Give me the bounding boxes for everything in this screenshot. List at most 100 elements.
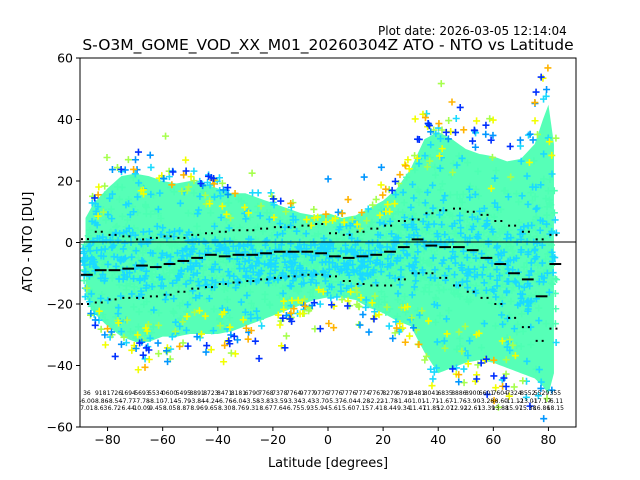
bin-annotation-sd: 9.45 <box>149 405 163 412</box>
bin-annotation-sd: 11.85 <box>423 405 440 412</box>
bin-annotation-count: 36 <box>83 390 91 397</box>
bin-annotation-mean: -17.17 <box>532 398 552 405</box>
bin-annotation-mean: -3.83 <box>258 398 274 405</box>
bin-annotation-mean: -8.54 <box>107 398 123 405</box>
bin-annotation-sd: 8.63 <box>94 405 108 412</box>
bin-annotation-count: 8891 <box>189 390 204 397</box>
bin-annotation-sd: 6.75 <box>287 405 301 412</box>
bin-annotation-sd: 5.60 <box>342 405 356 412</box>
bin-annotation-count: 9776 <box>313 390 328 397</box>
bin-annotation-mean: -3.28 <box>479 398 495 405</box>
x-tick-label: 20 <box>375 432 391 447</box>
y-tick-label: −20 <box>47 297 73 312</box>
bin-statistics-layer <box>81 207 562 342</box>
bin-annotation-count: 8471 <box>217 390 232 397</box>
bin-annotation-count: 8900 <box>465 390 480 397</box>
bin-annotation-mean: -7.78 <box>134 398 150 405</box>
bin-annotation-count: 6790 <box>245 390 260 397</box>
bin-annotation-count: 7378 <box>272 390 287 397</box>
scatter-points-layer <box>80 64 561 423</box>
bin-annotation-mean: -6.11 <box>548 398 564 405</box>
bin-annotation-mean: -3.84 <box>189 398 205 405</box>
bin-annotation-mean: -1.71 <box>424 398 440 405</box>
bin-annotation-count: 6791 <box>396 390 411 397</box>
bin-annotation-sd: 13.39 <box>478 405 495 412</box>
bin-annotation-mean: -7.14 <box>162 398 178 405</box>
bin-annotation-count: 9777 <box>300 390 315 397</box>
bin-annotation-mean: -7.77 <box>120 398 136 405</box>
bin-annotation-mean: -2.22 <box>368 398 384 405</box>
y-axis: −60 −40 −20 0 20 40 60 <box>47 51 80 435</box>
bin-annotation-count: 8552 <box>520 390 535 397</box>
bin-annotation-sd: 15.38 <box>519 405 536 412</box>
bin-annotation-sd: 9.34 <box>397 405 411 412</box>
bin-annotation-sd: 7.01 <box>80 405 94 412</box>
y-tick-label: 60 <box>57 51 73 66</box>
bin-annotation-sd: 10.09 <box>133 405 150 412</box>
bin-annotation-sd: 12.61 <box>464 405 481 412</box>
bin-annotation-count: 7764 <box>286 390 301 397</box>
bin-annotation-count: 6835 <box>437 390 452 397</box>
bin-annotation-sd: 16.86 <box>533 405 550 412</box>
bin-annotation-mean: -8.60 <box>492 398 508 405</box>
bin-annotation-count: 7776 <box>341 390 356 397</box>
bin-annotation-count: 8041 <box>424 390 439 397</box>
bin-annotation-sd: 8.76 <box>232 405 246 412</box>
bin-annotation-mean: -8.86 <box>93 398 109 405</box>
bin-annotation-mean: -3.34 <box>286 398 302 405</box>
bin-annotation-sd: 8.44 <box>383 405 397 412</box>
bin-annotation-sd: 12.07 <box>437 405 454 412</box>
bin-annotation-count: 8886 <box>451 390 466 397</box>
scatter-markers-9 <box>91 73 545 410</box>
bin-annotation-mean: -1.67 <box>437 398 453 405</box>
bin-annotation-count: 7767 <box>369 390 384 397</box>
bin-annotation-sd: 13.88 <box>492 405 509 412</box>
bin-annotation-sd: 8.67 <box>259 405 273 412</box>
bin-annotation-mean: -1.78 <box>382 398 398 405</box>
bin-annotation-mean: -13.01 <box>518 398 538 405</box>
bin-annotation-count: 5693 <box>134 390 149 397</box>
bin-annotation-count: 5534 <box>148 390 163 397</box>
bin-annotation-mean: -3.58 <box>244 398 260 405</box>
bin-annotation-mean: -3.70 <box>313 398 329 405</box>
bin-annotation-mean: -3.90 <box>465 398 481 405</box>
plot-date-label: Plot date: 2026-03-05 12:14:04 <box>378 24 567 38</box>
bin-annotation-sd: 7.41 <box>370 405 384 412</box>
bin-annotation-sd: 6.72 <box>108 405 122 412</box>
bin-annotation-sd: 8.87 <box>177 405 191 412</box>
x-tick-label: 0 <box>324 432 332 447</box>
x-tick-label: 80 <box>540 432 556 447</box>
bin-annotation-sd: 6.44 <box>122 405 136 412</box>
x-tick-label: −80 <box>94 432 120 447</box>
bin-annotation-sd: 8.30 <box>218 405 232 412</box>
x-axis-label: Latitude [degrees] <box>268 456 388 471</box>
bin-annotation-sd: 8.05 <box>163 405 177 412</box>
bin-annotation-count: 7776 <box>327 390 342 397</box>
bin-annotation-mean: -1.01 <box>410 398 426 405</box>
y-tick-label: −40 <box>47 358 73 373</box>
bin-annotation-count: 1694 <box>121 390 136 397</box>
bin-annotation-sd: 5.93 <box>301 405 315 412</box>
bin-annotation-mean: -4.28 <box>355 398 371 405</box>
y-tick-label: 20 <box>57 174 73 189</box>
bin-annotation-sd: 8.96 <box>190 405 204 412</box>
bin-annotation-sd: 5.94 <box>314 405 328 412</box>
x-axis: −80 −60 −40 −20 0 20 40 60 80 <box>94 427 556 447</box>
bin-annotation-sd: 9.65 <box>204 405 218 412</box>
bin-annotation-mean: -6.00 <box>79 398 95 405</box>
bin-annotation-mean: -1.76 <box>451 398 467 405</box>
bin-annotation-mean: -4.24 <box>203 398 219 405</box>
bin-annotation-mean: -5.79 <box>176 398 192 405</box>
bin-annotation-mean: -3.59 <box>272 398 288 405</box>
x-tick-label: −40 <box>205 432 231 447</box>
bin-annotation-count: 5495 <box>176 390 191 397</box>
x-tick-label: −60 <box>149 432 175 447</box>
chart-title: S-O3M_GOME_VOD_XX_M01_20260304Z ATO - NT… <box>82 36 573 55</box>
y-axis-label: ATO - NTO [DU] <box>21 192 36 293</box>
bin-annotation-count: 8181 <box>231 390 246 397</box>
bin-annotation-sd: 7.15 <box>356 405 370 412</box>
bin-annotation-sd: 9.31 <box>246 405 260 412</box>
scatter-markers-6 <box>94 74 556 400</box>
bin-annotation-count: 1726 <box>107 390 122 397</box>
